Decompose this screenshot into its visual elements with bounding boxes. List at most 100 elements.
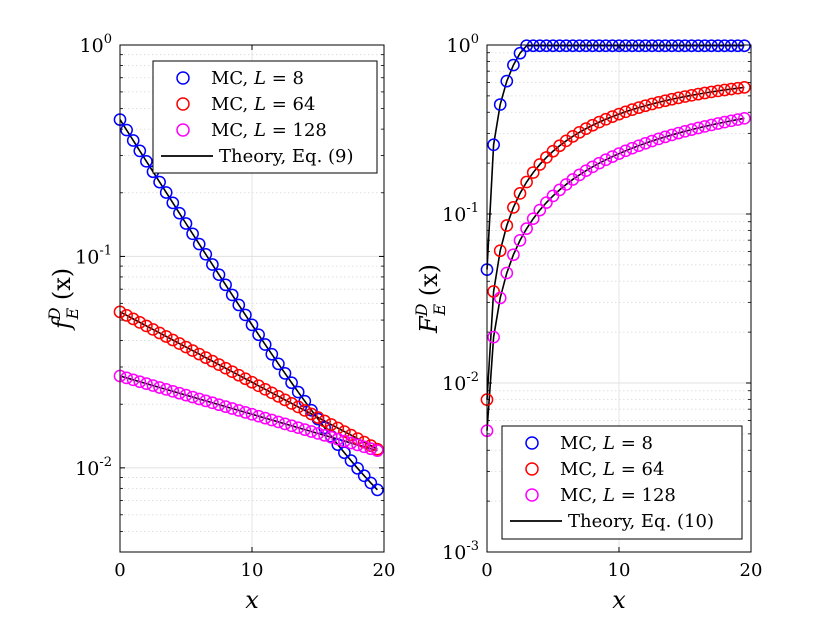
legend-marker <box>176 97 190 111</box>
data-point <box>272 415 285 429</box>
data-point <box>579 122 593 135</box>
legend: MC, L = 8 MC, L = 64 MC, L = 128 Theory, Eq… <box>152 60 378 174</box>
data-point <box>487 330 500 344</box>
data-point <box>724 82 738 96</box>
data-point <box>239 406 252 419</box>
data-point <box>272 357 285 371</box>
data-point <box>612 39 626 53</box>
data-point <box>652 39 665 53</box>
data-point <box>632 101 646 114</box>
data-point <box>225 288 239 302</box>
data-point <box>711 84 725 98</box>
legend-entry: MC, L = 128 <box>211 120 327 141</box>
data-point <box>239 372 252 386</box>
data-point <box>592 39 606 53</box>
data-point <box>665 128 679 142</box>
data-point <box>533 39 547 53</box>
y-tick-label: 100 <box>80 32 112 57</box>
data-point <box>599 112 613 126</box>
y-axis-label-text: fDE (x) <box>45 268 82 331</box>
data-point <box>586 118 599 132</box>
data-point <box>305 425 318 438</box>
data-point <box>500 266 514 280</box>
data-point <box>133 144 147 158</box>
data-point <box>566 130 580 143</box>
data-point <box>232 404 246 417</box>
data-point <box>507 58 520 72</box>
data-point <box>245 318 259 332</box>
y-tick-label: 10-1 <box>75 243 112 268</box>
data-point <box>632 139 646 153</box>
data-point <box>311 411 325 424</box>
data-point <box>738 81 751 94</box>
legend-entry: MC, L = 64 <box>560 459 664 480</box>
data-point <box>120 123 133 137</box>
x-ticks: 0 10 20 <box>481 45 762 581</box>
data-point <box>225 402 239 415</box>
data-point <box>540 196 553 209</box>
data-point <box>186 344 199 357</box>
data-point <box>146 379 160 392</box>
data-point <box>573 39 586 53</box>
data-point <box>606 110 619 123</box>
theory-line-2 <box>119 375 378 452</box>
data-point <box>153 381 166 394</box>
data-point <box>625 103 639 116</box>
data-point <box>705 85 718 99</box>
data-point <box>559 39 573 53</box>
data-point <box>691 121 705 135</box>
legend-marker <box>525 436 539 450</box>
data-point <box>652 132 665 146</box>
theory-line-1 <box>119 311 378 450</box>
data-point <box>592 115 606 129</box>
data-point <box>487 138 500 152</box>
data-point <box>232 298 246 312</box>
series-2 <box>480 111 751 438</box>
data-point <box>718 115 731 129</box>
data-point <box>219 278 232 292</box>
data-point <box>493 291 507 305</box>
data-point <box>120 309 133 322</box>
series-1 <box>480 81 751 407</box>
data-point <box>186 227 199 241</box>
data-point <box>324 430 338 444</box>
data-point <box>520 222 533 235</box>
data-point <box>305 407 318 421</box>
data-point <box>579 164 593 178</box>
x-tick-label: 10 <box>608 560 631 581</box>
data-point <box>186 390 199 404</box>
data-point <box>685 88 698 102</box>
data-point <box>526 39 540 53</box>
data-point <box>586 39 599 53</box>
data-point <box>133 316 147 329</box>
data-point <box>173 386 186 400</box>
data-point <box>731 113 745 126</box>
data-point <box>705 39 718 53</box>
data-point <box>685 123 698 136</box>
data-point <box>632 39 646 53</box>
data-point <box>140 154 153 168</box>
y-tick-label: 100 <box>447 32 479 57</box>
data-point <box>645 134 659 148</box>
data-point <box>526 166 540 179</box>
data-point <box>199 247 213 261</box>
data-point <box>278 393 292 407</box>
data-point <box>612 147 626 160</box>
data-point <box>718 39 731 53</box>
data-point <box>487 285 500 298</box>
data-point <box>338 425 351 438</box>
data-point <box>140 319 153 333</box>
y-tick-label: 10-2 <box>442 370 479 395</box>
data-point <box>619 39 632 53</box>
data-point <box>291 421 305 435</box>
data-point <box>285 419 298 433</box>
data-point <box>553 39 566 53</box>
data-point <box>546 39 560 53</box>
legend-marker <box>176 71 190 85</box>
x-axis-label: x <box>612 586 626 614</box>
data-point <box>652 95 665 109</box>
data-point <box>225 365 239 379</box>
x-axis-label: x <box>245 586 259 614</box>
